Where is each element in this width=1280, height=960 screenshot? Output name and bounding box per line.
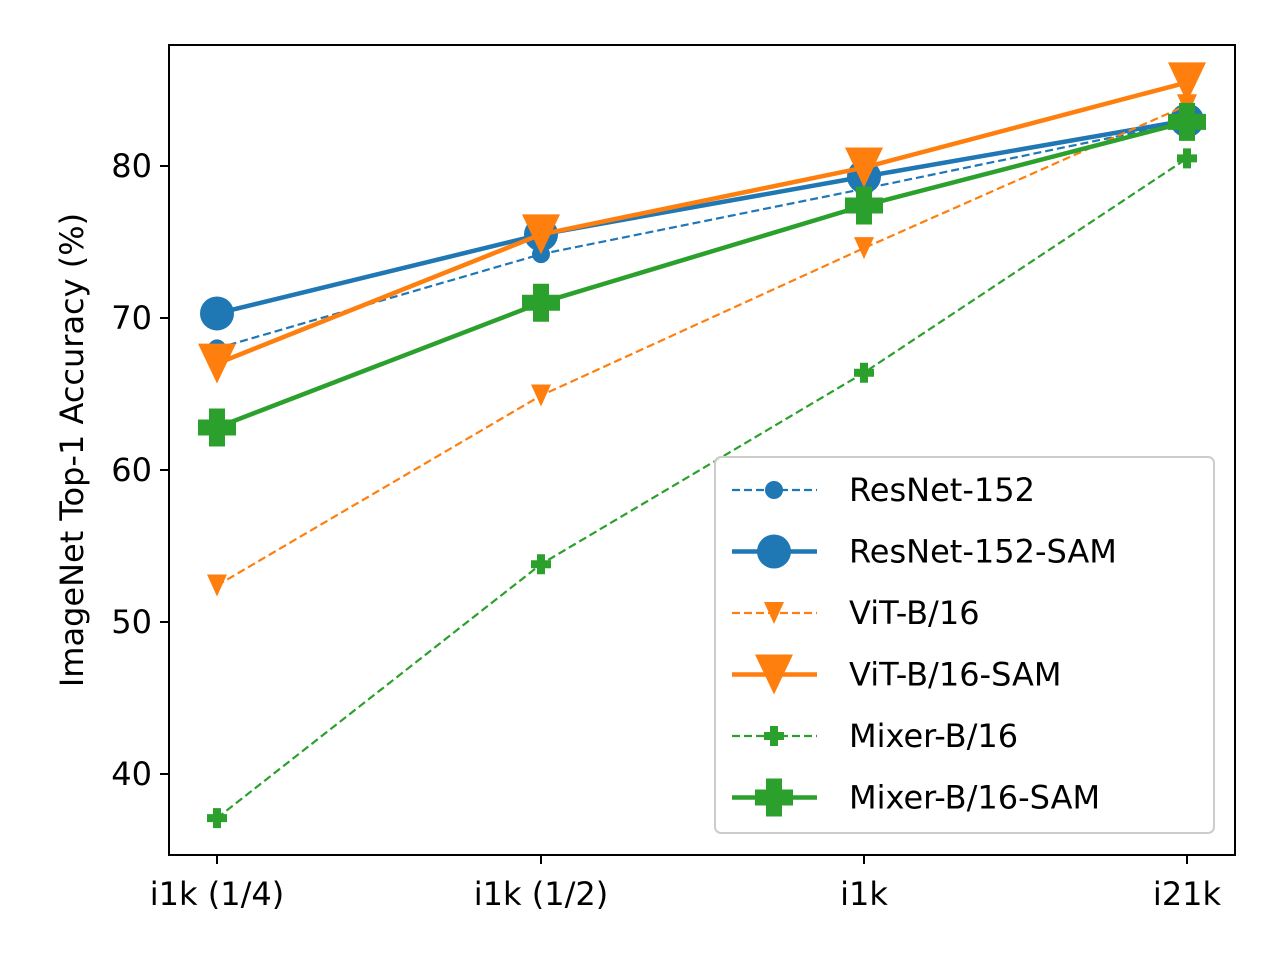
- legend-resnet-152-marker-0: [765, 481, 783, 499]
- series-mixer-b-16-sam: [198, 102, 1206, 447]
- y-tick-label: 80: [111, 147, 152, 185]
- series-line-vit-b-16: [216, 104, 1188, 587]
- legend-label: Mixer-B/16: [849, 717, 1018, 755]
- vit-b-16-sam-marker-3: [1168, 62, 1206, 103]
- mixer-b-16-sam-marker-2: [845, 186, 883, 225]
- legend-label: ViT-B/16: [849, 594, 980, 632]
- series-mixer-b-16: [207, 148, 1197, 829]
- mixer-b-16-sam-marker-3: [1168, 102, 1206, 141]
- y-tick-label: 50: [111, 603, 152, 641]
- legend-label: Mixer-B/16-SAM: [849, 779, 1100, 817]
- x-tick-label: i1k (1/2): [474, 875, 608, 913]
- series-line-resnet-152: [216, 120, 1188, 350]
- series-line-mixer-b-16-sam: [216, 119, 1188, 430]
- x-axis: i1k (1/4) i1k (1/2) i1k i21k: [150, 855, 1222, 913]
- legend-resnet-152-sam-marker-0: [757, 534, 791, 569]
- x-tick-label: i21k: [1153, 875, 1222, 913]
- vit-b-16-sam-marker-1: [522, 214, 560, 255]
- mixer-b-16-sam-marker-0: [198, 408, 236, 447]
- legend-vit-b-16-sam-marker-0: [755, 654, 793, 695]
- mixer-b-16-marker-2: [854, 362, 874, 383]
- legend-item-mixer-b-16: Mixer-B/16: [732, 717, 1018, 755]
- vit-b-16-marker-2: [854, 237, 874, 260]
- y-axis-label: ImageNet Top-1 Accuracy (%): [53, 213, 91, 687]
- legend-item-vit-b-16: ViT-B/16: [732, 594, 980, 632]
- x-tick-label: i1k (1/4): [150, 875, 284, 913]
- vit-b-16-sam-marker-0: [198, 343, 236, 384]
- series-line-resnet-152-sam: [216, 118, 1188, 316]
- y-tick-label: 70: [111, 299, 152, 337]
- y-tick-label: 60: [111, 451, 152, 489]
- legend-mixer-b-16-marker-0: [764, 726, 784, 746]
- mixer-b-16-marker-0: [207, 808, 227, 829]
- legend-item-resnet-152-sam: ResNet-152-SAM: [732, 533, 1117, 571]
- legend-label: ViT-B/16-SAM: [849, 656, 1062, 694]
- legend-box: [714, 456, 1215, 834]
- vit-b-16-marker-0: [207, 574, 227, 597]
- series-resnet-152: [208, 112, 1196, 358]
- plot-series: [198, 62, 1206, 829]
- legend-item-mixer-b-16-sam: Mixer-B/16-SAM: [732, 778, 1100, 817]
- legend-label: ResNet-152: [849, 471, 1035, 509]
- x-tick-label: i1k: [840, 875, 888, 913]
- legend: ResNet-152 ResNet-152-SAM ViT-B/16 ViT-B/16…: [714, 456, 1215, 834]
- legend-item-vit-b-16-sam: ViT-B/16-SAM: [732, 654, 1062, 695]
- legend-item-resnet-152: ResNet-152: [732, 471, 1035, 509]
- legend-vit-b-16-marker-0: [764, 602, 784, 624]
- vit-b-16-marker-1: [531, 384, 551, 407]
- legend-label: ResNet-152-SAM: [849, 533, 1117, 571]
- y-tick-label: 40: [111, 755, 152, 793]
- series-vit-b-16-sam: [198, 62, 1206, 384]
- series-line-mixer-b-16: [216, 157, 1188, 819]
- legend-mixer-b-16-sam-marker-0: [755, 778, 793, 817]
- resnet-152-sam-marker-0: [200, 296, 234, 331]
- y-axis: 40 50 60 70 80: [111, 147, 169, 793]
- mixer-b-16-marker-1: [531, 554, 551, 575]
- series-line-vit-b-16-sam: [216, 80, 1188, 366]
- vit-b-16-sam-marker-2: [845, 147, 883, 188]
- series-resnet-152-sam: [200, 103, 1204, 331]
- plot-frame: [168, 44, 1236, 856]
- mixer-b-16-sam-marker-1: [522, 283, 560, 322]
- series-vit-b-16: [207, 94, 1197, 597]
- mixer-b-16-marker-3: [1177, 148, 1197, 169]
